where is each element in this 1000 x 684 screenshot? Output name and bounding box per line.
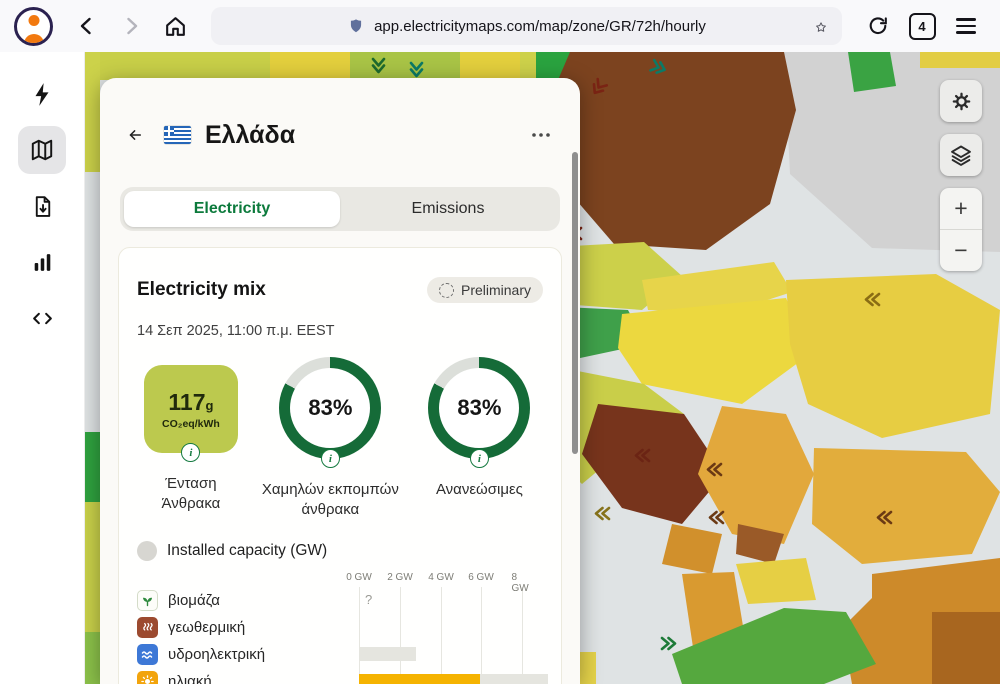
production-bar [359, 674, 480, 684]
layers-icon [951, 145, 971, 166]
url-bar[interactable]: app.electricitymaps.com/map/zone/GR/72h/… [211, 7, 842, 45]
sidebar-item-map[interactable] [18, 126, 66, 174]
map-area: + − Ελλάδα [84, 52, 1000, 684]
back-button[interactable] [67, 6, 107, 46]
low-carbon-gauge: 83% [279, 357, 382, 460]
tab-count: 4 [908, 12, 936, 40]
country-bulgaria[interactable] [812, 448, 1000, 564]
country-kosovo[interactable] [736, 524, 784, 564]
reload-icon [869, 17, 887, 35]
installed-capacity-toggle[interactable]: Installed capacity (GW) [137, 541, 543, 562]
sidebar-item-insights[interactable] [18, 238, 66, 286]
back-icon [80, 17, 91, 35]
map-controls: + − [940, 80, 982, 271]
mix-row-hydro[interactable]: υδροηλεκτρική [137, 641, 543, 668]
info-icon[interactable]: i [320, 449, 340, 469]
chart-gridlines [137, 587, 543, 684]
zone-title: Ελλάδα [205, 120, 296, 149]
unknown-value: ? [365, 592, 373, 608]
country-bosnia[interactable] [582, 404, 724, 524]
datetime-label: 14 Σεπ 2025, 11:00 π.μ. EEST [137, 323, 335, 340]
country-serbia[interactable] [698, 406, 814, 544]
country-slovakia[interactable] [642, 262, 792, 314]
tab-counter-button[interactable]: 4 [902, 6, 942, 46]
toggle-icon [137, 541, 157, 562]
zone-panel: Ελλάδα Electricity Emissions Electricity… [100, 78, 580, 684]
electricity-mix-card: Electricity mix Preliminary 14 Σεπ 2025,… [118, 246, 562, 684]
url-text: app.electricitymaps.com/map/zone/GR/72h/… [374, 17, 706, 35]
reload-button[interactable] [858, 6, 898, 46]
bookmark-button[interactable] [808, 14, 834, 40]
panel-scrollbar[interactable] [572, 152, 578, 454]
country-baltic[interactable] [920, 52, 1000, 68]
ellipsis-icon [532, 133, 550, 138]
home-icon [165, 16, 185, 36]
mix-row-geothermal[interactable]: γεωθερμική [137, 614, 543, 641]
map-icon [31, 139, 53, 161]
document-icon [35, 195, 50, 217]
carbon-intensity-badge: 117g CO₂eq/kWh [143, 365, 238, 454]
profile-avatar[interactable] [14, 6, 53, 46]
info-icon[interactable]: i [469, 449, 489, 469]
zoom-controls: + − [940, 188, 982, 271]
gear-icon [952, 92, 970, 110]
hamburger-icon [956, 18, 976, 34]
card-title: Electricity mix [137, 279, 266, 301]
forward-button[interactable] [111, 6, 151, 46]
capacity-bar [359, 647, 417, 662]
forward-icon [127, 17, 138, 35]
country-greece[interactable] [672, 608, 876, 684]
biomass-icon [137, 590, 158, 612]
tab-electricity[interactable]: Electricity [124, 190, 340, 227]
country-turkey-east[interactable] [932, 612, 1000, 684]
tab-emissions[interactable]: Emissions [411, 199, 485, 217]
code-icon [32, 312, 52, 324]
panel-tabs: Electricity Emissions [120, 186, 560, 231]
divider [940, 229, 982, 230]
pending-icon [438, 282, 454, 298]
more-options-button[interactable] [524, 120, 558, 150]
solar-icon [137, 671, 158, 684]
geothermal-icon [137, 617, 158, 639]
greece-flag-icon [164, 126, 191, 145]
lightning-icon [35, 83, 49, 106]
settings-button[interactable] [940, 80, 982, 122]
zoom-in-button[interactable]: + [940, 188, 982, 229]
home-button[interactable] [155, 6, 195, 46]
country-hungary[interactable] [618, 298, 810, 404]
sidebar-item-reports[interactable] [18, 182, 66, 230]
info-icon[interactable]: i [181, 443, 201, 463]
bookmark-star-icon [816, 21, 826, 32]
sidebar-item-api[interactable] [18, 294, 66, 342]
metric-carbon-intensity: 117g CO₂eq/kWh i Ένταση Άνθρακα [139, 357, 243, 519]
metrics-row: 117g CO₂eq/kWh i Ένταση Άνθρακα 83% i Χαμ [137, 357, 543, 519]
country-poland[interactable] [552, 52, 796, 250]
panel-back-button[interactable] [120, 120, 150, 150]
chart-icon [34, 253, 50, 271]
electricity-mix-chart: 0 GW 2 GW 4 GW 6 GW 8 GW βιομάζα ? [137, 571, 548, 684]
shield-icon [350, 19, 362, 33]
layers-button[interactable] [940, 134, 982, 176]
sidebar-item-live[interactable] [18, 70, 66, 118]
country-montenegro[interactable] [662, 524, 722, 574]
country-north-macedonia[interactable] [736, 558, 816, 604]
metric-renewables: 83% i Ανανεώσιμες [418, 357, 541, 519]
arrow-left-icon [129, 130, 142, 141]
renewables-gauge: 83% [428, 357, 531, 460]
mix-row-solar[interactable]: ηλιακή [137, 668, 548, 684]
country-romania[interactable] [786, 274, 1000, 438]
panel-header: Ελλάδα [100, 78, 580, 167]
hydro-icon [137, 644, 158, 666]
chart-axis: 0 GW 2 GW 4 GW 6 GW 8 GW [346, 572, 529, 595]
preliminary-badge: Preliminary [426, 277, 543, 304]
zoom-out-button[interactable]: − [940, 230, 982, 271]
mix-row-biomass[interactable]: βιομάζα ? [137, 587, 543, 614]
app-sidebar [0, 52, 84, 684]
browser-toolbar: app.electricitymaps.com/map/zone/GR/72h/… [0, 0, 1000, 52]
menu-button[interactable] [946, 6, 986, 46]
metric-low-carbon: 83% i Χαμηλών εκπομπών άνθρακα [243, 357, 418, 519]
country-belarus-edge[interactable] [848, 52, 896, 92]
